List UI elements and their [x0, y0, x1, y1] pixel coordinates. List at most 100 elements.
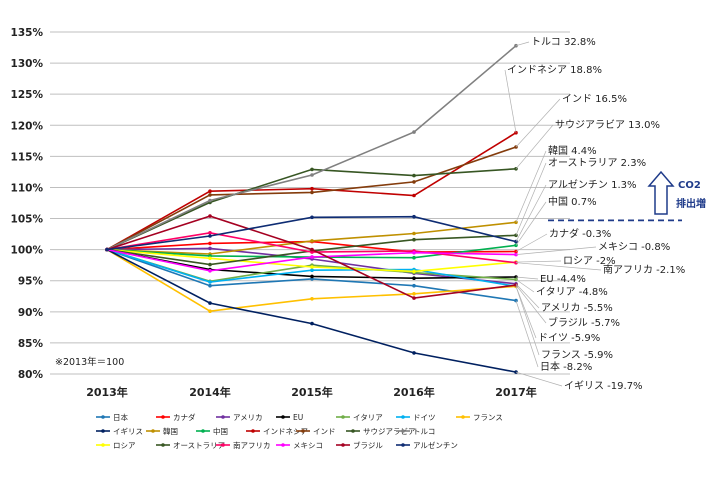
series-callout: メキシコ -0.8% — [598, 242, 670, 253]
series-callout: 日本 -8.2% — [540, 360, 592, 373]
legend-entry: インドネシア — [263, 427, 308, 436]
series-callout: カナダ -0.3% — [549, 227, 611, 240]
y-tick-label: 125% — [11, 89, 44, 101]
data-point — [412, 292, 416, 296]
data-point — [310, 274, 314, 279]
y-tick-label: 105% — [11, 214, 44, 226]
series-callout: EU -4.4% — [540, 274, 586, 285]
leader-line — [504, 69, 517, 133]
series-callout: イタリア -4.8% — [536, 286, 608, 298]
legend-entry: ロシア — [113, 441, 136, 450]
leader-line — [515, 233, 548, 252]
legend-entry: アルゼンチン — [413, 440, 458, 450]
legend-marker — [461, 415, 465, 419]
data-point — [310, 239, 314, 243]
legend-marker — [341, 415, 345, 419]
leader-line — [515, 201, 547, 246]
data-point — [208, 256, 212, 261]
series-callout: ドイツ -5.9% — [538, 333, 600, 344]
x-tick-label: 2013年 — [86, 385, 128, 399]
y-tick-label: 110% — [11, 182, 44, 194]
co2-threshold: CO2 排出増 — [548, 170, 706, 222]
series-callout: トルコ 32.8% — [531, 37, 596, 48]
series-line — [106, 146, 517, 251]
legend-marker — [101, 429, 105, 433]
data-point — [208, 198, 212, 203]
leader-line — [515, 150, 547, 223]
leader-line — [515, 286, 537, 339]
data-point — [208, 269, 212, 273]
data-point — [208, 241, 212, 246]
legend-entry: EU — [293, 413, 303, 422]
legend-entry: 中国 — [213, 426, 228, 436]
data-point — [208, 301, 212, 305]
legend-entry: 南アフリカ — [233, 440, 271, 450]
legend-entry: インド — [313, 427, 336, 436]
data-point — [208, 189, 212, 193]
legend-entry: トルコ — [413, 427, 435, 436]
legend-entry: フランス — [473, 413, 503, 422]
data-point — [412, 173, 416, 178]
data-point — [208, 231, 212, 235]
data-point — [208, 283, 212, 288]
leader-line — [515, 184, 547, 242]
data-point — [310, 321, 314, 326]
data-point — [310, 297, 314, 301]
series-callout: フランス -5.9% — [541, 349, 613, 361]
legend-marker — [251, 429, 255, 433]
data-point — [412, 237, 416, 242]
data-point — [310, 277, 314, 281]
y-axis: 80% 85% 90% 95% 100% 105% 110% 115% 120% 125% 130%… — [11, 27, 44, 381]
leader-line — [515, 284, 547, 324]
series-callout: アメリカ -5.5% — [541, 302, 613, 314]
data-point — [105, 247, 109, 252]
leader-line — [515, 41, 530, 47]
series-callout: 南アフリカ -2.1% — [603, 263, 685, 276]
co2-label: CO2 — [678, 180, 701, 191]
data-point — [412, 130, 416, 134]
series-callout: 中国 0.7% — [548, 195, 597, 208]
data-point — [412, 296, 416, 300]
legend-entry: アメリカ — [233, 413, 263, 422]
series-callout: サウジアラビア 13.0% — [555, 119, 660, 131]
legend-marker — [281, 443, 285, 447]
legend-entry: メキシコ — [293, 441, 323, 450]
y-tick-label: 115% — [11, 151, 44, 163]
legend-marker — [221, 443, 225, 447]
data-point — [208, 234, 212, 238]
data-point — [514, 43, 518, 48]
y-tick-label: 80% — [18, 369, 44, 381]
callout-labels: 日本 -8.2% カナダ -0.3% アメリカ -5.5% EU -4.4%イタリア … — [504, 37, 685, 392]
y-tick-label: 130% — [11, 58, 44, 70]
legend-entry: ドイツ — [413, 413, 436, 422]
data-point — [412, 276, 416, 281]
series-callout: インド 16.5% — [562, 94, 627, 105]
series-callout: アルゼンチン 1.3% — [548, 179, 636, 191]
legend-marker — [341, 443, 345, 447]
x-axis: 2013年 2014年 2015年 2016年 2017年 — [86, 385, 537, 399]
data-point — [412, 250, 416, 255]
data-point — [310, 167, 314, 172]
series-callout: イギリス -19.7% — [564, 380, 643, 392]
series-callout: ブラジル -5.7% — [548, 316, 620, 329]
data-point — [412, 214, 416, 219]
y-tick-label: 90% — [18, 307, 44, 319]
data-point — [208, 246, 212, 251]
leader-line — [515, 279, 535, 293]
data-point — [310, 186, 314, 191]
data-point — [412, 180, 416, 184]
legend-marker — [101, 415, 105, 419]
legend-entry: サウジアラビア — [363, 427, 416, 436]
legend-marker — [401, 429, 405, 433]
x-tick-label: 2017年 — [495, 385, 537, 399]
data-point — [208, 193, 212, 197]
data-point — [208, 280, 212, 284]
data-point — [412, 193, 416, 198]
legend-entry: イギリス — [113, 427, 143, 436]
legend-entry: 韓国 — [163, 426, 178, 436]
data-point — [208, 214, 212, 218]
data-point — [514, 298, 518, 303]
legend-marker — [161, 443, 165, 447]
